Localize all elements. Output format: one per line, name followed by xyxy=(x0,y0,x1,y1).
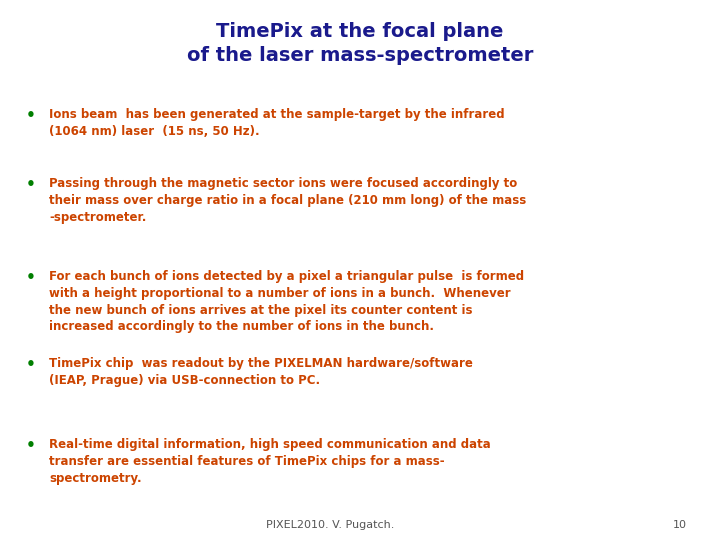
Text: •: • xyxy=(25,177,35,192)
Text: 10: 10 xyxy=(673,520,687,530)
Text: •: • xyxy=(25,270,35,285)
Text: •: • xyxy=(25,357,35,373)
Text: TimePix chip  was readout by the PIXELMAN hardware/software
(IEAP, Prague) via U: TimePix chip was readout by the PIXELMAN… xyxy=(49,357,473,387)
Text: TimePix at the focal plane
of the laser mass-spectrometer: TimePix at the focal plane of the laser … xyxy=(186,22,534,65)
Text: •: • xyxy=(25,438,35,454)
Text: •: • xyxy=(25,108,35,123)
Text: Real-time digital information, high speed communication and data
transfer are es: Real-time digital information, high spee… xyxy=(49,438,491,485)
Text: For each bunch of ions detected by a pixel a triangular pulse  is formed
with a : For each bunch of ions detected by a pix… xyxy=(49,270,524,333)
Text: Passing through the magnetic sector ions were focused accordingly to
their mass : Passing through the magnetic sector ions… xyxy=(49,177,526,224)
Text: Ions beam  has been generated at the sample-target by the infrared
(1064 nm) las: Ions beam has been generated at the samp… xyxy=(49,108,505,138)
Text: PIXEL2010. V. Pugatch.: PIXEL2010. V. Pugatch. xyxy=(266,520,395,530)
